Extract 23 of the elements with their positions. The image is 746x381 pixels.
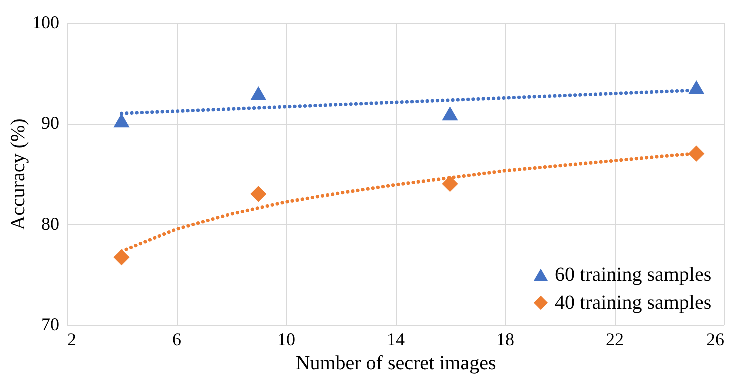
point	[114, 114, 130, 128]
x-tick-label: 2	[68, 330, 76, 350]
x-tick-label: 22	[606, 330, 624, 350]
point	[442, 176, 458, 192]
y-tick-label: 80	[42, 214, 60, 234]
point	[442, 106, 458, 121]
point	[250, 86, 267, 100]
y-tick-label: 70	[42, 314, 60, 334]
legend-label: 40 training samples	[555, 292, 712, 314]
x-tick-label: 26	[706, 330, 724, 350]
x-tick-label: 6	[172, 330, 182, 350]
x-axis-title: Number of secret images	[296, 352, 496, 374]
x-tick-label: 14	[387, 330, 405, 350]
point	[114, 249, 130, 266]
legend-label: 60 training samples	[555, 264, 712, 286]
point	[688, 146, 705, 162]
y-tick-label: 90	[42, 113, 60, 134]
y-tick-label: 100	[32, 12, 60, 32]
y-axis-title: Accuracy (%)	[8, 118, 30, 230]
x-tick-label: 18	[496, 330, 514, 350]
point	[688, 80, 705, 94]
point	[250, 186, 267, 202]
x-tick-label: 10	[278, 330, 296, 350]
